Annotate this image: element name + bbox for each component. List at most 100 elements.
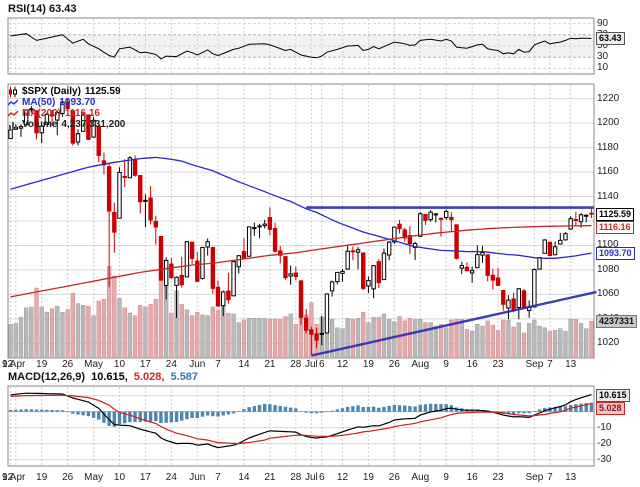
x-axis-label: Jul xyxy=(304,359,318,370)
x-axis-label: 9 xyxy=(443,359,449,370)
rsi-tick-label: 10 xyxy=(597,62,609,74)
x-axis-label: 26 xyxy=(388,472,400,483)
macd-line-value: 10.615, xyxy=(91,371,128,383)
x-axis-label: 24 xyxy=(165,472,177,483)
rsi-tick-label: 30 xyxy=(597,51,609,63)
rsi-indicator-value: 63.43 xyxy=(48,3,77,15)
x-axis-label: 12 xyxy=(336,359,349,370)
volume-value-box: 4237331 xyxy=(596,315,638,329)
x-axis-label: 12 xyxy=(2,359,14,370)
x-axis-label: 7 xyxy=(547,359,553,370)
x-axis-label: 17 xyxy=(139,472,151,483)
volume-value: 4,237,331,200 xyxy=(61,119,126,130)
macd-signal-line xyxy=(10,394,592,445)
vertical-grid-lines xyxy=(10,19,572,465)
x-axis-label: 9 xyxy=(443,472,449,483)
ma200-value: 1116.16 xyxy=(64,108,100,119)
price-tick-label: 1080 xyxy=(597,263,620,275)
macd-indicator-label: MACD(12,26,9) xyxy=(8,371,86,383)
macd-line xyxy=(10,392,592,449)
x-axis-label: 7 xyxy=(215,359,221,370)
ma200-line xyxy=(10,225,592,298)
x-axis-label: Aug xyxy=(411,359,430,370)
ma50-value-box: 1093.70 xyxy=(596,247,635,261)
x-axis-label: 14 xyxy=(238,472,250,483)
x-axis-label: 6 xyxy=(318,472,325,483)
x-axis-label: 10 xyxy=(113,472,126,483)
macd-tick-label: -30 xyxy=(597,453,612,465)
macd-signal-value-box: 5.028 xyxy=(596,401,625,415)
x-axis-label: 21 xyxy=(264,359,276,370)
x-axis-label: 9 Apr xyxy=(2,472,26,483)
x-axis-label: 19 xyxy=(36,359,48,370)
symbol-last-price: 1125.59 xyxy=(84,86,121,97)
macd-hist-value: 5.587 xyxy=(170,371,199,383)
legend-row-ma200: MA(200) 1116.16 xyxy=(8,108,125,119)
x-axis-label: 13 xyxy=(565,359,577,370)
rsi-value-box: 63.43 xyxy=(596,32,625,46)
x-axis-label: 24 xyxy=(165,359,177,370)
price-tick-label: 1140 xyxy=(597,190,619,202)
x-axis-label: 7 xyxy=(547,472,553,483)
price-tick-label: 1020 xyxy=(597,337,620,349)
volume-bars-icon xyxy=(8,120,18,130)
x-axis-label: 23 xyxy=(492,359,504,370)
macd-panel-title: MACD(12,26,9) 10.615, 5.028, 5.587 xyxy=(8,371,201,383)
legend-row-spx: $SPX (Daily) 1125.59 xyxy=(8,86,125,97)
x-axis-label: 12 xyxy=(336,472,349,483)
x-axis-label: Sep xyxy=(525,472,544,483)
rsi-line xyxy=(10,33,592,60)
ma50-value: 1093.70 xyxy=(59,97,96,108)
price-tick-label: 1180 xyxy=(597,141,619,153)
x-axis-label: 28 xyxy=(290,472,302,483)
x-axis-label: 19 xyxy=(362,359,374,370)
x-axis-label: 21 xyxy=(264,472,276,483)
x-axis-label: 16 xyxy=(466,472,478,483)
x-axis-label: 12 xyxy=(2,472,14,483)
rsi-panel-title: RSI(14) 63.43 xyxy=(8,3,77,15)
last-price-box: 1125.59 xyxy=(596,208,635,222)
macd-value-box: 10.615 xyxy=(596,388,630,402)
candlestick-icon xyxy=(8,86,18,97)
volume-bars xyxy=(8,266,594,359)
x-axis-label: May xyxy=(84,359,104,370)
candlestick-series xyxy=(8,98,594,355)
support-trendline xyxy=(311,290,597,357)
x-axis-label: Sep xyxy=(525,359,544,370)
legend-row-volume: Volume 4,237,331,200 xyxy=(8,119,125,130)
main-chart-legend: $SPX (Daily) 1125.59 MA(50) 1093.70 MA(2… xyxy=(8,86,125,130)
x-axis-label: Jun xyxy=(189,359,206,370)
x-axis-label: Jul xyxy=(304,472,318,483)
rsi-tick-label: 50 xyxy=(597,40,609,51)
price-tick-label: 1100 xyxy=(597,239,619,251)
ma50-line xyxy=(10,156,592,259)
price-tick-label: 1200 xyxy=(597,117,620,129)
x-axis-label: 23 xyxy=(492,472,504,483)
x-axis-label: 6 xyxy=(318,359,325,370)
x-axis-label: 9 Apr xyxy=(2,359,26,370)
legend-row-ma50: MA(50) 1093.70 xyxy=(8,97,125,108)
price-tick-label: 1160 xyxy=(597,166,619,178)
macd-tick-label: -20 xyxy=(597,437,612,449)
x-axis-label: 13 xyxy=(565,472,577,483)
x-axis-label: Aug xyxy=(411,472,430,483)
x-axis-label: 16 xyxy=(466,359,478,370)
macd-tick-label: -10 xyxy=(597,421,612,433)
trendlines xyxy=(306,206,597,357)
ma50-line-icon xyxy=(8,98,18,108)
ma200-line-icon xyxy=(8,109,18,119)
x-axis-label: 19 xyxy=(362,472,374,483)
x-axis-label: 28 xyxy=(290,359,302,370)
price-tick-label: 1220 xyxy=(597,92,620,104)
macd-signal-value: 5.028, xyxy=(133,371,165,383)
x-axis-label: May xyxy=(84,472,104,483)
x-axis-label: 10 xyxy=(113,359,126,370)
x-axis-label: 7 xyxy=(215,472,221,483)
x-axis-label: 17 xyxy=(139,359,151,370)
ma200-value-box: 1116.16 xyxy=(596,221,634,235)
price-tick-label: 1060 xyxy=(597,288,620,300)
x-axis-label: Jun xyxy=(189,472,206,483)
x-axis-label: 19 xyxy=(36,472,48,483)
symbol-label: $SPX (Daily) xyxy=(22,86,81,97)
ma50-label: MA(50) xyxy=(22,97,56,108)
